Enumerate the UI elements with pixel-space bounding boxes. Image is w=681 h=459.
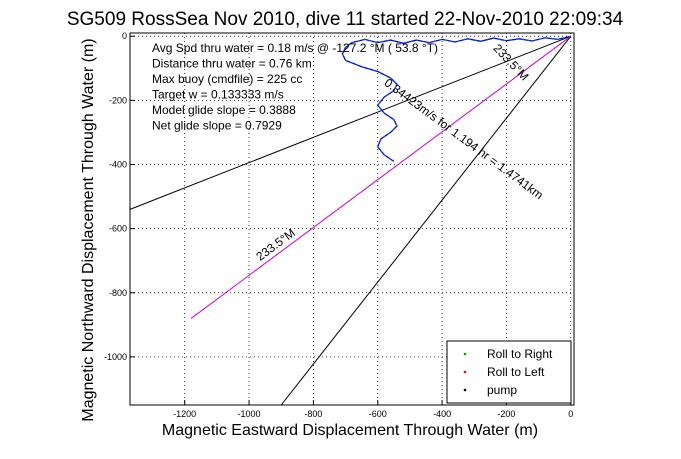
x-tick-label: 0 [568, 409, 573, 419]
x-tick-label: -200 [497, 409, 515, 419]
legend-marker [463, 352, 467, 356]
y-tick-label: -800 [109, 288, 127, 298]
annotation-line: Max buoy (cmdfile) = 225 cc [152, 72, 302, 86]
line-label: 0.34423m/s for 1.194 hr = 1.4741km [382, 76, 546, 203]
line-label: 233.5°M [490, 41, 531, 83]
annotation-line: Model glide slope = 0.3888 [152, 103, 296, 117]
y-axis-label: Magnetic Northward Displacement Through … [80, 38, 97, 421]
y-tick-label: -600 [109, 224, 127, 234]
track-line [341, 35, 571, 162]
legend-marker [463, 388, 467, 392]
legend-label: Roll to Left [487, 365, 545, 379]
legend-box [446, 340, 572, 404]
annotation-block: Avg Spd thru water = 0.18 m/s @ -127.2 °… [152, 41, 438, 133]
x-tick-label: -600 [369, 409, 387, 419]
legend-label: Roll to Right [487, 347, 553, 361]
x-tick-label: -800 [304, 409, 322, 419]
dive-track [341, 35, 571, 162]
reference-line-magenta [190, 35, 572, 319]
y-tick-label: -200 [109, 95, 127, 105]
chart-title: SG509 RossSea Nov 2010, dive 11 started … [67, 9, 624, 30]
reference-line-black [280, 35, 572, 406]
y-tick-label: 0 [122, 31, 127, 41]
x-axis-label: Magnetic Eastward Displacement Through W… [162, 422, 538, 439]
x-tick-label: -400 [433, 409, 451, 419]
annotation-line: Net glide slope = 0.7929 [152, 119, 282, 133]
annotation-line: Distance thru water = 0.76 km [152, 57, 312, 71]
y-tick-label: -1000 [104, 352, 127, 362]
reference-lines [129, 35, 572, 406]
legend: Roll to Right Roll to Left pump [446, 340, 572, 404]
x-tick-label: -1200 [173, 409, 196, 419]
plot-frame [129, 32, 575, 406]
x-tick-label: -1000 [238, 409, 261, 419]
annotation-line: Avg Spd thru water = 0.18 m/s @ -127.2 °… [152, 41, 438, 55]
legend-label: pump [487, 383, 517, 397]
annotation-line: Target w = 0.133333 m/s [152, 88, 284, 102]
y-tick-label: -400 [109, 159, 127, 169]
legend-marker [463, 370, 467, 374]
reference-line-black [129, 35, 571, 210]
